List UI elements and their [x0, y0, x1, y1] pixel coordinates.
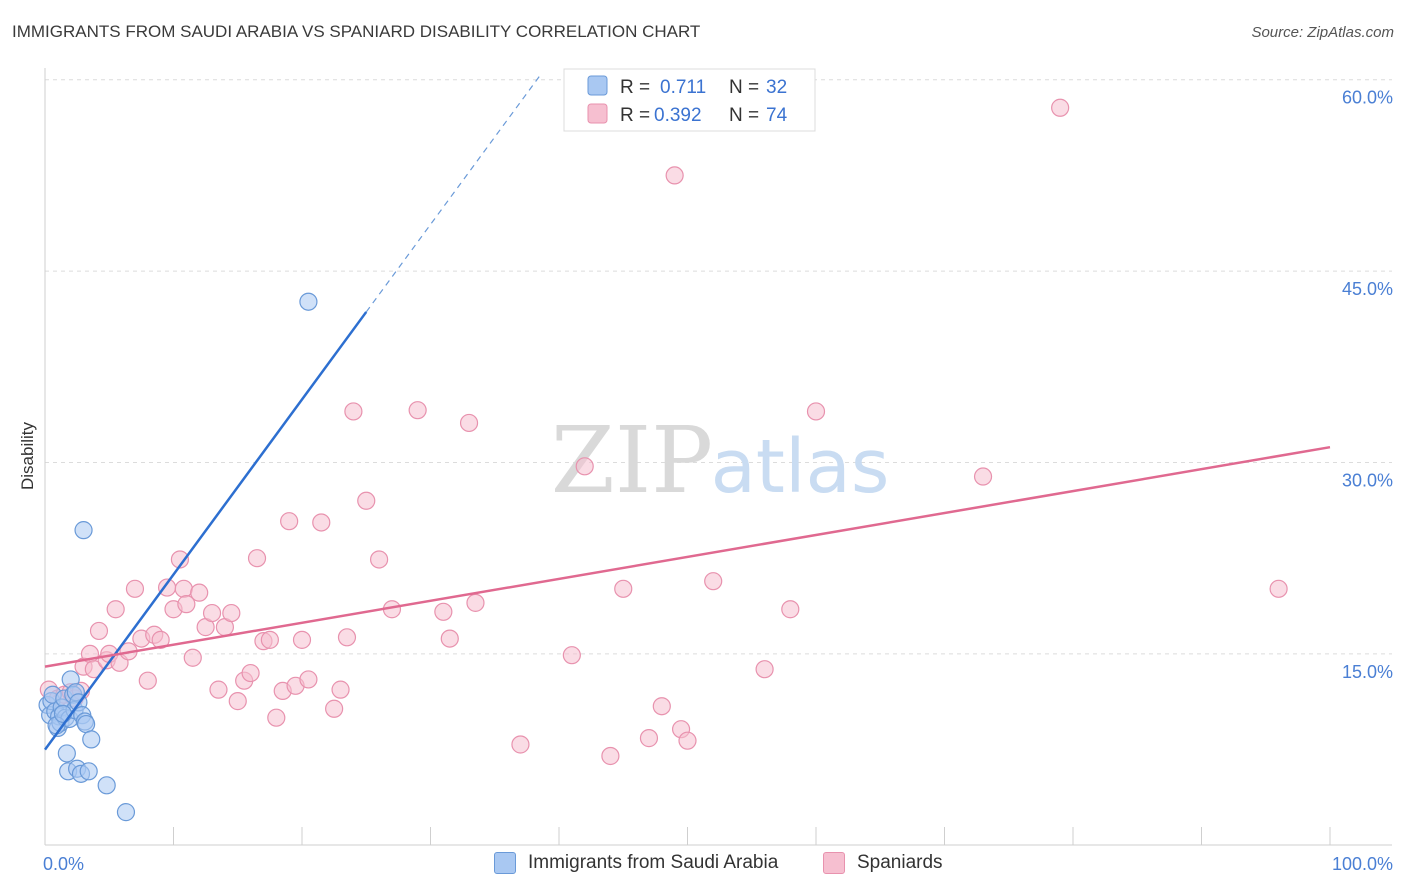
spaniards-point-69	[781, 600, 800, 619]
correlation-legend: R = 0.711 N = 32 R = 0.392 N = 74	[563, 68, 816, 132]
spaniards-point-23	[174, 579, 193, 598]
saudi-point-26	[82, 730, 101, 749]
tick-labels: 15.0% 30.0% 45.0% 60.0% 0.0% 100.0%	[43, 88, 1393, 874]
saudi-point-11	[57, 744, 76, 763]
x-tick-label-0: 0.0%	[43, 854, 84, 874]
spaniards-point-17	[138, 671, 157, 690]
spaniards-point-58	[575, 457, 594, 476]
spaniards-point-9	[89, 621, 109, 641]
y-tick-label-30: 30.0%	[1342, 471, 1393, 491]
spaniards-point-8	[84, 660, 103, 679]
gridlines	[45, 79, 1392, 655]
legend-swatch-spaniards	[823, 852, 845, 874]
saudi-point-25	[79, 762, 98, 781]
spaniards-point-35	[247, 549, 267, 568]
saudi-point-29	[299, 292, 318, 311]
spaniards-point-45	[325, 699, 344, 718]
series-legend: Immigrants from Saudi Arabia Spaniards	[0, 852, 1406, 878]
saudi-point-28	[116, 803, 136, 822]
spaniards-point-70	[806, 402, 826, 421]
legend-n-value-2: 74	[766, 105, 788, 126]
y-tick-label-60: 60.0%	[1342, 88, 1393, 108]
spaniards-point-28	[202, 603, 222, 623]
spaniards-point-38	[267, 708, 286, 727]
spaniards-point-29	[209, 680, 228, 699]
spaniards-point-57	[511, 735, 530, 754]
legend-n-label-1: N =	[729, 77, 759, 98]
spaniards-point-46	[331, 680, 350, 699]
spaniards-point-42	[292, 630, 312, 649]
watermark-atlas: atlas	[711, 424, 890, 510]
spaniards-point-62	[639, 729, 659, 748]
legend-r-label-1: R =	[620, 77, 650, 98]
legend-swatch-blue	[587, 75, 608, 96]
spaniards-point-68	[755, 660, 774, 679]
x-tick-label-100: 100.0%	[1332, 854, 1393, 874]
spaniards-point-59	[562, 646, 581, 665]
legend-label-saudi: Immigrants from Saudi Arabia	[528, 852, 779, 873]
spaniards-point-22	[170, 550, 190, 569]
legend-label-spaniards: Spaniards	[857, 852, 943, 873]
trend-lines	[43, 75, 1331, 751]
spaniards-trend-line	[44, 445, 1331, 668]
spaniards-point-32	[228, 692, 247, 711]
spaniards-point-60	[601, 746, 620, 766]
saudi-point-27	[97, 776, 116, 795]
spaniards-point-53	[434, 602, 453, 621]
spaniards-point-43	[299, 670, 318, 689]
spaniards-point-19	[151, 630, 170, 649]
spaniards-point-31	[222, 603, 241, 623]
spaniards-point-24	[177, 595, 196, 614]
spaniards-point-44	[312, 513, 331, 532]
watermark-zip: ZIP	[551, 407, 713, 514]
source-label: Source: ZipAtlas.com	[1251, 24, 1394, 41]
spaniards-point-47	[337, 628, 357, 647]
spaniards-point-37	[260, 630, 279, 649]
saudi-points	[38, 292, 318, 822]
legend-n-value-1: 32	[766, 77, 787, 98]
spaniards-point-40	[280, 512, 299, 531]
spaniards-point-25	[183, 648, 202, 667]
spaniards-point-12	[106, 600, 125, 619]
spaniards-point-63	[652, 697, 671, 716]
spaniards-point-52	[408, 401, 427, 420]
spaniards-point-61	[614, 579, 633, 598]
saudi-point-31	[53, 704, 73, 723]
spaniards-point-72	[1051, 98, 1070, 117]
spaniards-point-55	[459, 413, 479, 433]
legend-swatch-saudi	[494, 852, 516, 874]
spaniards-point-64	[665, 166, 684, 185]
saudi-point-22	[74, 521, 93, 540]
spaniards-point-26	[190, 583, 209, 602]
spaniards-point-34	[241, 663, 260, 683]
spaniards-point-67	[704, 572, 723, 591]
y-axis-label: Disability	[18, 421, 37, 490]
saudi-point-24	[77, 714, 96, 734]
spaniards-point-54	[440, 629, 459, 648]
legend-swatch-pink	[587, 103, 608, 124]
y-tick-label-45: 45.0%	[1342, 279, 1393, 299]
saudi-trend-line	[43, 311, 368, 751]
spaniards-point-71	[973, 467, 993, 486]
spaniards-point-15	[125, 579, 145, 598]
legend-r-value-2: 0.392	[654, 105, 702, 126]
spaniards-point-50	[370, 550, 389, 569]
spaniards-point-66	[678, 731, 697, 750]
y-tick-label-15: 15.0%	[1342, 662, 1393, 682]
legend-n-label-2: N =	[729, 105, 759, 126]
spaniards-point-48	[344, 402, 363, 421]
saudi-trend-extension	[365, 75, 541, 313]
legend-r-label-2: R =	[620, 105, 650, 126]
legend-item-saudi: Immigrants from Saudi Arabia	[494, 852, 778, 874]
legend-item-spaniards: Spaniards	[823, 852, 943, 874]
chart-title: IMMIGRANTS FROM SAUDI ARABIA VS SPANIARD…	[12, 22, 701, 41]
spaniards-point-49	[357, 491, 376, 510]
legend-r-value-1: 0.711	[660, 77, 706, 98]
spaniards-point-73	[1269, 579, 1288, 598]
spaniards-point-56	[466, 593, 485, 612]
